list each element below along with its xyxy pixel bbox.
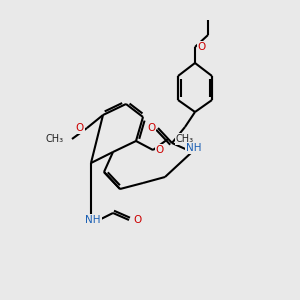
- Text: NH: NH: [186, 143, 202, 153]
- Text: O: O: [76, 123, 84, 133]
- Text: O: O: [133, 215, 141, 225]
- Text: O: O: [147, 123, 155, 133]
- Text: O: O: [156, 145, 164, 155]
- Text: O: O: [198, 42, 206, 52]
- Text: CH₃: CH₃: [176, 134, 194, 144]
- Text: NH: NH: [85, 215, 101, 225]
- Text: CH₃: CH₃: [46, 134, 64, 144]
